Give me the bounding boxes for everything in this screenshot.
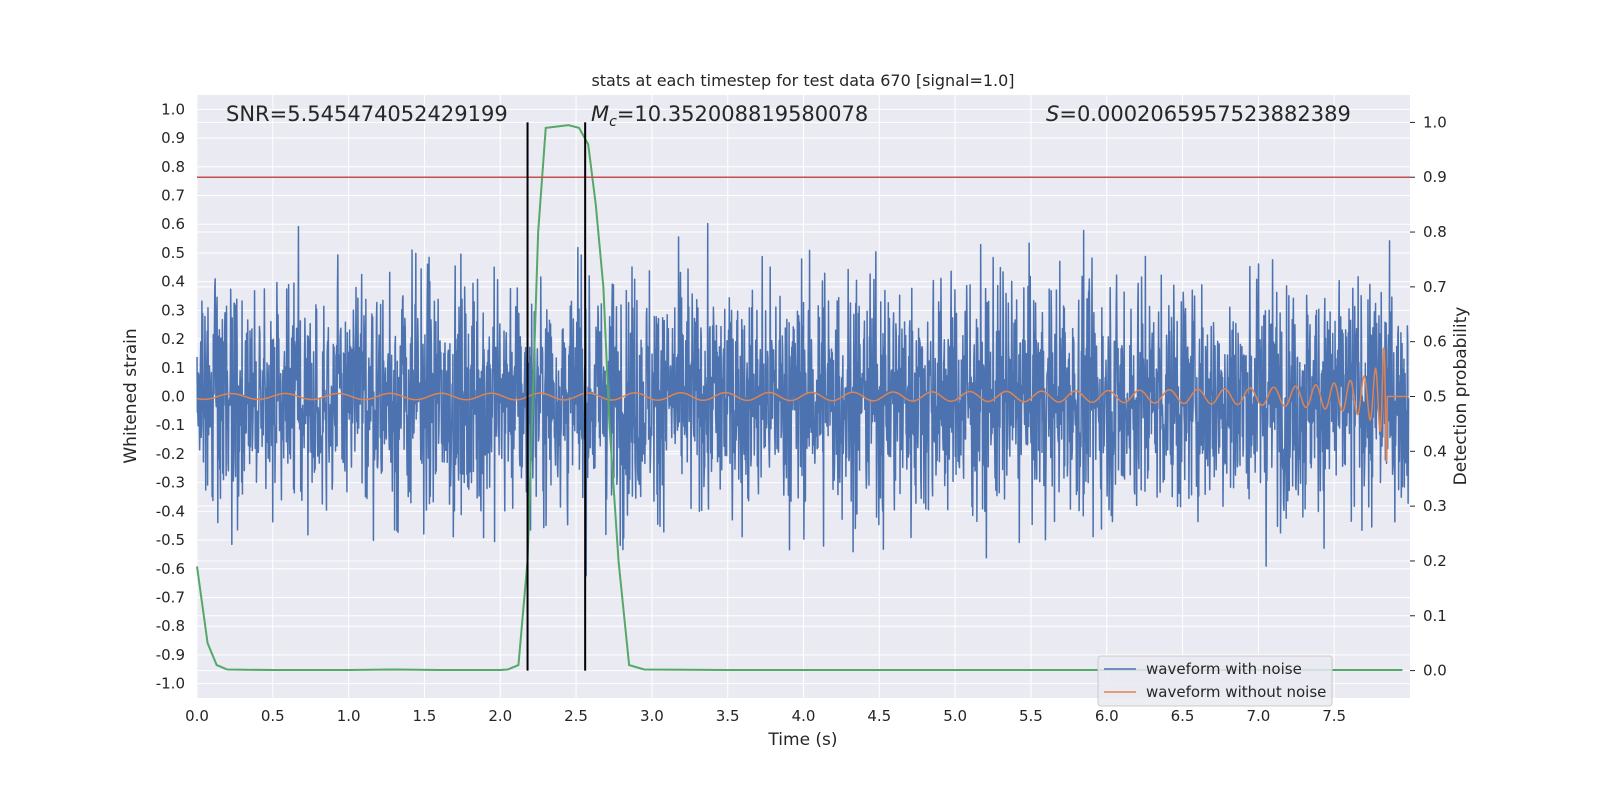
noisy-waveform-series	[196, 222, 1410, 577]
x-tick-label: 1.0	[337, 707, 361, 725]
clean-waveform-line	[196, 347, 1409, 462]
s-symbol: S	[1046, 102, 1059, 126]
x-tick-label: 2.5	[564, 707, 588, 725]
legend: waveform with noise waveform without noi…	[1097, 655, 1333, 707]
y-left-tick-label: -0.7	[156, 589, 185, 607]
legend-label-clean: waveform without noise	[1146, 683, 1326, 701]
y-right-tick-label: 0.6	[1423, 333, 1447, 351]
x-tick-label: 0.0	[185, 707, 209, 725]
y-left-tick-label: 0.3	[161, 301, 185, 319]
y-left-tick-label: 0.1	[161, 359, 185, 377]
s-value: =0.0002065957523882389	[1059, 102, 1351, 126]
y-left-tick-label: -0.8	[156, 617, 185, 635]
y-left-tick-label: 0.7	[161, 187, 185, 205]
y-left-tick-label: 0.8	[161, 158, 185, 176]
x-tick-label: 1.5	[413, 707, 437, 725]
snr-annotation: SNR=5.545474052429199	[226, 102, 508, 126]
chirp-mass-symbol: M	[591, 102, 609, 126]
y-left-tick-label: -0.6	[156, 560, 185, 578]
chirp-mass-value: =10.352008819580078	[617, 102, 868, 126]
x-tick-label: 3.0	[640, 707, 664, 725]
y-right-tick-label: 0.0	[1423, 662, 1447, 680]
chart-title: stats at each timestep for test data 670…	[591, 71, 1014, 90]
y-left-tick-label: 0.5	[161, 244, 185, 262]
vertical-markers	[526, 122, 587, 671]
y-right-tick-label: 0.7	[1423, 278, 1447, 296]
x-tick-label: 2.0	[488, 707, 512, 725]
y-right-tick-label: 0.3	[1423, 497, 1447, 515]
probability-series	[196, 124, 1403, 672]
y-left-tick-label: -0.5	[156, 531, 185, 549]
x-tick-label: 3.5	[716, 707, 740, 725]
y-right-tick-label: 0.8	[1423, 223, 1447, 241]
x-tick-label: 7.0	[1246, 707, 1270, 725]
clean-waveform-series	[196, 347, 1409, 462]
y-left-tick-label: -1.0	[156, 675, 185, 693]
x-tick-label: 6.0	[1095, 707, 1119, 725]
x-tick-label: 4.0	[792, 707, 816, 725]
y-left-tick-label: -0.1	[156, 416, 185, 434]
y-left-tick-label: -0.3	[156, 474, 185, 492]
ticks: 0.0 0.5 1.0 1.5 2.0 2.5 3.0 3.5 4.0 4.5 5.0 5.5 6.0 6…	[156, 100, 1447, 725]
y-left-tick-label: 0.4	[161, 273, 185, 291]
s-annotation: S=0.0002065957523882389	[1046, 102, 1351, 126]
x-tick-label: 6.5	[1171, 707, 1195, 725]
y-right-tick-label: 0.9	[1423, 168, 1447, 186]
y-left-tick-label: -0.2	[156, 445, 185, 463]
y-left-tick-label: 1.0	[161, 100, 185, 118]
y-left-tick-label: 0.2	[161, 330, 185, 348]
y-left-tick-label: -0.4	[156, 502, 185, 520]
x-tick-label: 7.5	[1322, 707, 1346, 725]
y-axis-label-left: Whitened strain	[121, 328, 141, 463]
y-left-tick-label: 0.9	[161, 129, 185, 147]
y-right-tick-label: 0.5	[1423, 388, 1447, 406]
noisy-waveform-line	[196, 222, 1410, 577]
x-tick-label: 0.5	[261, 707, 285, 725]
chirp-mass-annotation: Mc=10.352008819580078	[591, 102, 868, 130]
y-right-tick-label: 0.1	[1423, 607, 1447, 625]
legend-box	[1097, 655, 1333, 707]
x-tick-label: 5.0	[943, 707, 967, 725]
chirp-mass-subscript: c	[609, 114, 617, 130]
x-tick-label: 5.5	[1019, 707, 1043, 725]
x-tick-label: 4.5	[867, 707, 891, 725]
probability-line	[196, 124, 1403, 672]
x-axis-label: Time (s)	[767, 730, 837, 750]
y-right-tick-label: 0.4	[1423, 442, 1447, 460]
y-left-tick-label: 0.0	[161, 388, 185, 406]
y-right-tick-label: 1.0	[1423, 113, 1447, 131]
legend-label-noisy: waveform with noise	[1146, 660, 1302, 678]
y-axis-label-right: Detection probability	[1451, 307, 1471, 486]
y-left-tick-label: -0.9	[156, 646, 185, 664]
y-right-tick-label: 0.2	[1423, 552, 1447, 570]
y-left-tick-label: 0.6	[161, 215, 185, 233]
